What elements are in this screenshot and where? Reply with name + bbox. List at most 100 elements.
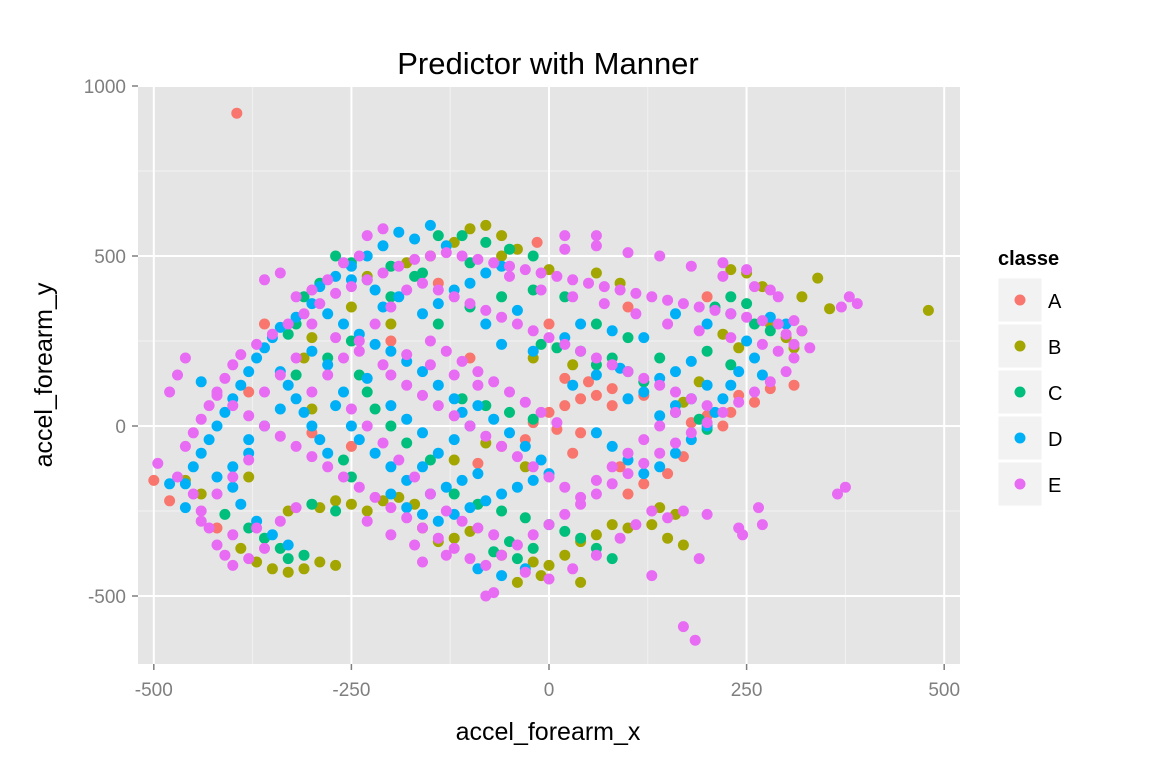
- data-point-B: [646, 519, 658, 531]
- data-point-E: [614, 284, 626, 296]
- data-point-D: [590, 369, 602, 381]
- data-point-E: [424, 488, 436, 500]
- data-point-B: [590, 267, 602, 279]
- data-point-E: [440, 505, 452, 517]
- data-point-E: [235, 349, 247, 361]
- data-point-D: [496, 338, 508, 350]
- data-point-C: [559, 291, 571, 303]
- data-point-C: [456, 393, 468, 405]
- data-point-E: [496, 440, 508, 452]
- data-point-E: [606, 359, 618, 371]
- data-point-E: [717, 270, 729, 282]
- data-point-B: [298, 563, 310, 575]
- data-point-E: [306, 451, 318, 463]
- data-point-E: [677, 621, 689, 633]
- data-point-E: [401, 284, 413, 296]
- data-point-E: [543, 332, 555, 344]
- data-point-E: [488, 529, 500, 541]
- data-point-B: [464, 223, 476, 235]
- data-point-E: [527, 325, 539, 337]
- legend-swatch-B: [1014, 340, 1026, 352]
- data-point-E: [211, 539, 223, 551]
- data-point-A: [211, 522, 223, 534]
- legend-label-D: D: [1048, 429, 1062, 451]
- data-point-C: [401, 437, 413, 449]
- y-axis: -500 0 500 1000: [84, 77, 138, 608]
- data-point-D: [306, 298, 318, 310]
- data-point-D: [504, 427, 515, 439]
- data-point-A: [606, 383, 618, 395]
- data-point-E: [361, 420, 373, 432]
- data-point-E: [298, 308, 310, 320]
- data-point-A: [231, 107, 243, 119]
- data-point-D: [575, 318, 587, 330]
- data-point-E: [369, 491, 381, 503]
- data-point-C: [456, 230, 468, 242]
- data-point-D: [725, 379, 737, 391]
- data-point-E: [282, 318, 294, 330]
- data-point-C: [701, 345, 713, 357]
- data-point-E: [551, 270, 563, 282]
- data-point-D: [195, 447, 207, 459]
- data-point-D: [298, 406, 310, 418]
- data-point-E: [393, 454, 405, 466]
- data-point-D: [709, 406, 721, 418]
- data-point-E: [764, 376, 776, 388]
- data-point-E: [701, 400, 713, 412]
- data-point-A: [583, 376, 594, 388]
- data-point-D: [417, 427, 428, 439]
- data-point-E: [361, 230, 373, 242]
- data-point-D: [211, 420, 223, 432]
- data-point-E: [195, 413, 207, 425]
- data-point-E: [567, 563, 579, 575]
- data-point-D: [464, 502, 476, 514]
- data-point-E: [243, 454, 255, 466]
- data-point-E: [622, 366, 634, 378]
- data-point-D: [235, 379, 247, 391]
- data-point-E: [456, 515, 468, 527]
- data-point-B: [812, 272, 824, 284]
- data-point-E: [753, 502, 764, 514]
- data-point-E: [432, 284, 444, 296]
- data-point-C: [535, 338, 547, 350]
- data-point-D: [409, 233, 421, 245]
- data-point-E: [511, 318, 523, 330]
- data-point-C: [219, 508, 231, 520]
- data-point-D: [385, 400, 397, 412]
- data-point-D: [385, 461, 397, 473]
- data-point-E: [527, 529, 539, 541]
- data-point-D: [496, 570, 508, 582]
- data-point-E: [559, 481, 571, 493]
- data-point-D: [749, 352, 760, 364]
- data-point-C: [448, 488, 460, 500]
- data-point-E: [385, 301, 397, 313]
- data-point-D: [322, 308, 334, 320]
- data-point-E: [385, 529, 397, 541]
- data-point-E: [662, 318, 674, 330]
- legend-label-E: E: [1048, 475, 1061, 497]
- data-point-E: [756, 315, 768, 327]
- data-point-D: [385, 488, 397, 500]
- data-point-E: [472, 522, 484, 534]
- data-point-D: [417, 308, 428, 320]
- data-point-D: [314, 434, 326, 446]
- data-point-E: [559, 338, 571, 350]
- data-point-A: [590, 389, 602, 401]
- data-point-C: [519, 512, 531, 524]
- data-point-E: [440, 345, 452, 357]
- data-point-E: [448, 291, 460, 303]
- data-point-D: [164, 478, 176, 490]
- data-point-D: [401, 413, 413, 425]
- data-point-D: [432, 298, 444, 310]
- data-point-D: [535, 454, 547, 466]
- data-point-E: [448, 369, 460, 381]
- data-point-E: [788, 315, 800, 327]
- data-point-D: [567, 379, 579, 391]
- data-point-E: [575, 491, 587, 503]
- data-point-A: [531, 236, 543, 248]
- data-point-B: [235, 542, 247, 554]
- data-point-E: [306, 386, 318, 398]
- data-point-D: [472, 400, 484, 412]
- data-point-C: [385, 291, 397, 303]
- legend-swatch-D: [1014, 432, 1026, 444]
